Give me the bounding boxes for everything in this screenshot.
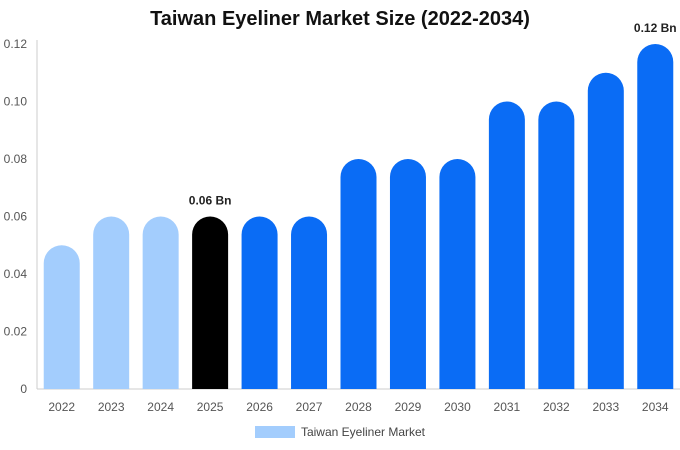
x-tick-label: 2029 [395,400,422,414]
bar [192,216,229,389]
data-label: 0.12 Bn [634,21,677,35]
y-tick-label: 0.10 [4,95,28,109]
y-tick-label: 0.12 [4,37,28,51]
bar [291,216,328,389]
x-tick-label: 2028 [345,400,372,414]
y-tick-label: 0.06 [4,210,28,224]
x-tick-label: 2026 [246,400,273,414]
bars [43,44,674,389]
x-tick-label: 2034 [642,400,669,414]
x-tick-label: 2025 [197,400,224,414]
y-tick-label: 0 [20,382,27,396]
x-tick-label: 2032 [543,400,570,414]
bar [93,216,130,389]
bar [142,216,179,389]
bar [43,245,80,389]
bar [538,101,575,389]
bar [587,72,624,389]
y-tick-label: 0.02 [4,325,28,339]
x-tick-label: 2023 [98,400,125,414]
bar [389,159,426,389]
bar [241,216,278,389]
labels: 2022 2023 2024 2025 2026 2027 2028 2029 2030 2031… [48,21,676,414]
bar [637,44,674,389]
chart-title: Taiwan Eyeliner Market Size (2022-2034) [150,8,530,30]
x-tick-label: 2033 [592,400,619,414]
bar [488,101,525,389]
x-tick-label: 2031 [494,400,521,414]
chart-plot: 00.020.040.060.080.100.12 2022 2023 2024 20… [4,21,680,414]
x-tick-label: 2030 [444,400,471,414]
x-tick-label: 2024 [147,400,174,414]
bar [340,159,377,389]
x-tick-label: 2027 [296,400,323,414]
legend-swatch [254,426,295,438]
legend-label: Taiwan Eyeliner Market [300,425,426,439]
bar [439,159,476,389]
x-tick-label: 2022 [48,400,75,414]
data-label: 0.06 Bn [189,194,232,208]
y-tick-label: 0.04 [4,267,28,281]
y-tick-label: 0.08 [4,152,28,166]
legend: Taiwan Eyeliner Market [0,425,680,439]
